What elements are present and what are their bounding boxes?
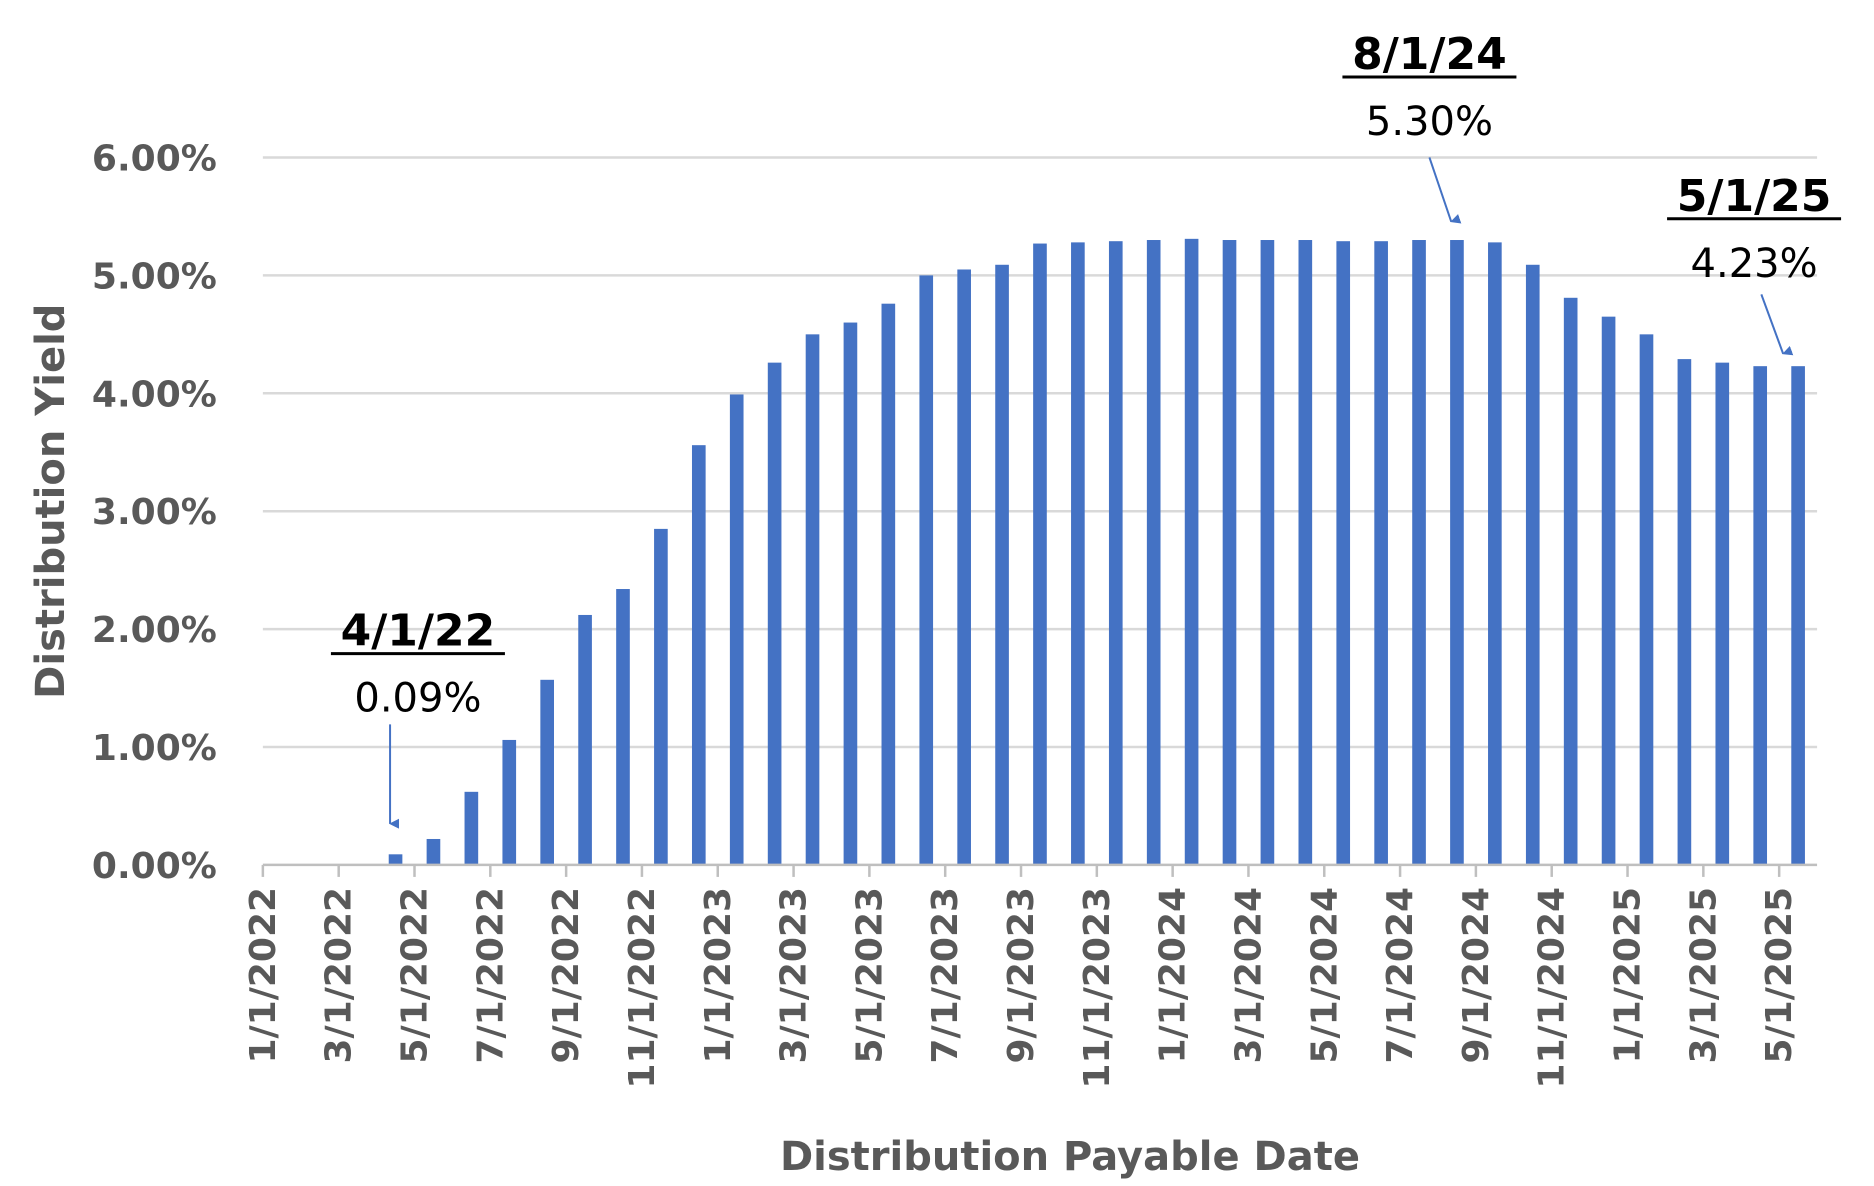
bar [843, 322, 858, 865]
y-tick-label: 4.00% [92, 374, 217, 415]
y-tick-label: 5.00% [92, 256, 217, 297]
annotation-arrow [1760, 294, 1794, 356]
annotation-value: 5.30% [1366, 99, 1493, 145]
bar [578, 614, 592, 865]
x-tick-label: 7/1/2023 [925, 887, 966, 1064]
x-tick-label: 3/1/2023 [774, 887, 815, 1064]
x-tick-label: 7/1/2022 [470, 887, 511, 1064]
bar [1525, 264, 1540, 865]
annotation-arrow [1428, 157, 1462, 224]
bar [388, 854, 403, 865]
bar [1639, 334, 1654, 865]
x-tick-label: 5/1/2024 [1304, 887, 1345, 1064]
x-tick-label: 3/1/2022 [319, 887, 360, 1064]
bar [1108, 241, 1123, 865]
annotation-date: 5/1/25 [1677, 171, 1832, 222]
x-tick-label: 3/1/2025 [1683, 887, 1724, 1064]
annotation-value: 0.09% [354, 676, 481, 722]
bar [540, 679, 554, 865]
annotation-date: 4/1/22 [341, 606, 496, 657]
annotation-date: 8/1/24 [1352, 29, 1507, 80]
bar [1336, 241, 1351, 865]
x-tick-label: 5/1/2025 [1759, 887, 1800, 1064]
x-axis-ticks: 1/1/2022 3/1/2022 5/1/2022 7/1/2022 9/1/2022… [243, 864, 1800, 1089]
bar [1071, 242, 1085, 865]
bar [1146, 240, 1161, 865]
bar [1677, 359, 1692, 865]
x-tick-label: 5/1/2023 [849, 887, 890, 1064]
bar [881, 303, 896, 865]
y-tick-label: 0.00% [92, 846, 217, 887]
x-tick-label: 1/1/2022 [243, 887, 284, 1064]
bar [1563, 297, 1578, 865]
x-tick-label: 5/1/2022 [394, 887, 435, 1064]
bar [691, 445, 706, 865]
y-axis-ticks: 0.00% 1.00% 2.00% 3.00% 4.00% 5.00% 6.00% [92, 138, 217, 886]
bar [426, 838, 441, 865]
bar [919, 275, 934, 865]
bar [1184, 238, 1199, 865]
y-tick-label: 6.00% [92, 138, 217, 179]
bar [1753, 366, 1768, 865]
bar [805, 334, 820, 865]
x-tick-label: 3/1/2024 [1228, 887, 1269, 1064]
x-tick-label: 9/1/2022 [546, 887, 587, 1064]
bar [1791, 366, 1805, 865]
bar [616, 589, 630, 865]
bar [767, 362, 782, 865]
annotation-value: 4.23% [1691, 241, 1818, 287]
bar [1298, 240, 1313, 865]
y-tick-label: 3.00% [92, 492, 217, 533]
y-tick-label: 2.00% [92, 610, 217, 651]
x-tick-label: 11/1/2023 [1077, 887, 1118, 1089]
bar [957, 269, 971, 865]
bar [1222, 240, 1237, 865]
annotation: 8/1/24 5.30% [1342, 29, 1517, 224]
y-tick-label: 1.00% [92, 728, 217, 769]
x-tick-label: 9/1/2023 [1001, 887, 1042, 1064]
x-tick-label: 7/1/2024 [1380, 887, 1421, 1064]
bar [1715, 362, 1730, 865]
annotations: 4/1/22 0.09% 8/1/24 5.30% 5/1/25 4.23% [330, 29, 1842, 829]
bar-series [388, 238, 1805, 865]
bar [1488, 242, 1502, 865]
annotation: 4/1/22 0.09% [330, 606, 505, 829]
bar [464, 791, 479, 865]
x-tick-label: 9/1/2024 [1456, 887, 1497, 1064]
bar [995, 264, 1009, 865]
bar [1601, 316, 1616, 865]
x-tick-label: 1/1/2025 [1608, 887, 1649, 1064]
x-tick-label: 1/1/2023 [698, 887, 739, 1064]
bar [729, 394, 744, 865]
bar [654, 528, 668, 865]
bar [1260, 240, 1275, 865]
bar [1033, 243, 1047, 865]
bar [1412, 240, 1426, 865]
bar [1450, 240, 1464, 865]
x-tick-label: 11/1/2022 [622, 887, 663, 1089]
bar [502, 739, 517, 865]
y-axis-title: Distribution Yield [28, 304, 74, 699]
bar [1374, 241, 1388, 865]
annotation: 5/1/25 4.23% [1667, 171, 1842, 356]
x-tick-label: 11/1/2024 [1532, 887, 1573, 1089]
x-axis-title: Distribution Payable Date [780, 1134, 1360, 1180]
x-tick-label: 1/1/2024 [1153, 887, 1194, 1064]
